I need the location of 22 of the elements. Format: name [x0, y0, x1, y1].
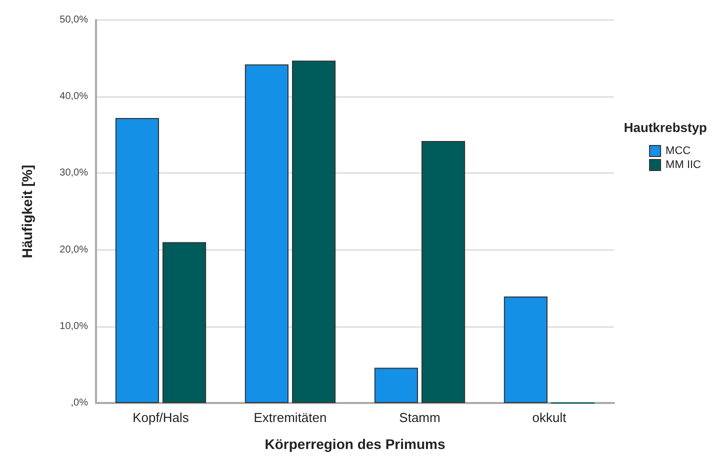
- x-tick-label: Kopf/Hals: [132, 410, 190, 425]
- legend-title: Hautkrebstyp: [624, 120, 708, 135]
- y-tick-label: 20,0%: [60, 244, 88, 256]
- bar: [421, 141, 466, 403]
- x-tick-label: Extremitäten: [254, 410, 327, 425]
- x-tick-label: Stamm: [399, 410, 440, 425]
- y-tick-label: 40,0%: [60, 91, 88, 102]
- bar: [115, 118, 160, 403]
- bar: [292, 60, 336, 403]
- y-axis-title: Häufigkeit [%]: [19, 164, 35, 258]
- bar: [244, 64, 289, 403]
- bar: [162, 242, 206, 403]
- y-tick-label: 10,0%: [60, 320, 88, 332]
- y-tick-label: 50,0%: [60, 14, 88, 26]
- bar: [504, 296, 548, 403]
- y-tick-label: ,0%: [70, 398, 88, 408]
- y-tick-label: 30,0%: [60, 168, 88, 179]
- legend-label: MCC: [666, 145, 691, 157]
- x-axis-title: Körperregion des Primums: [264, 436, 446, 452]
- x-tick-label: okkult: [532, 410, 567, 425]
- legend-label: MM IIC: [666, 159, 702, 171]
- bar: [374, 368, 418, 403]
